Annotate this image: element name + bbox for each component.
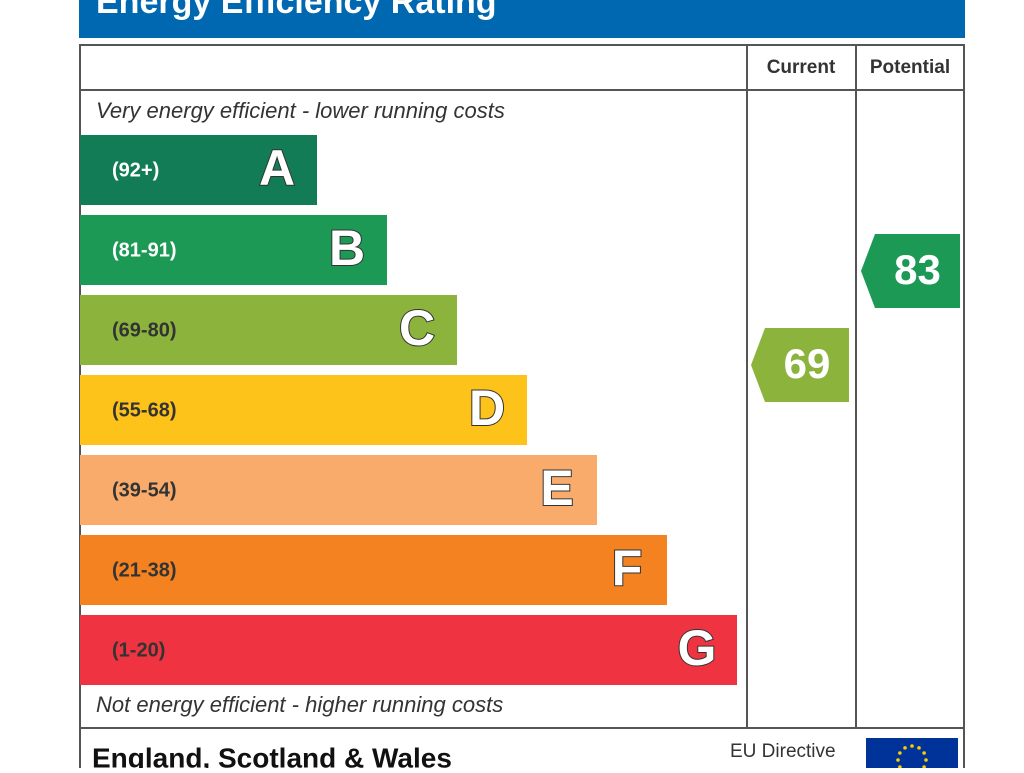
band-range: (55-68) — [112, 399, 176, 421]
band-range: (1-20) — [112, 639, 165, 661]
eu-flag — [866, 738, 958, 773]
band-range: (69-80) — [112, 319, 176, 341]
band-letter: F — [612, 540, 643, 596]
region: England, Scotland & Wales — [92, 742, 452, 768]
eu-star — [917, 746, 921, 750]
eu-star — [903, 746, 907, 750]
band-bar — [80, 375, 527, 445]
band-bar — [80, 135, 317, 205]
band-letter: G — [678, 620, 717, 676]
band-range: (21-38) — [112, 559, 176, 581]
band-bar — [80, 215, 387, 285]
band-range: (39-54) — [112, 479, 176, 501]
band-letter: D — [469, 380, 505, 436]
eu-star — [896, 758, 900, 762]
current-value: 69 — [784, 340, 831, 387]
current-header: Current — [767, 57, 836, 78]
band-letter: C — [399, 300, 435, 356]
top-note: Very energy efficient - lower running co… — [96, 98, 505, 123]
title: Energy Efficiency Rating — [96, 0, 497, 21]
potential-header: Potential — [870, 57, 950, 78]
band-letter: E — [540, 460, 573, 516]
band-letter: A — [259, 140, 295, 196]
band-bar — [80, 455, 597, 525]
eu-star — [924, 758, 928, 762]
potential-value: 83 — [894, 246, 941, 293]
band-range: (92+) — [112, 159, 159, 181]
title-bar — [79, 0, 965, 38]
band-range: (81-91) — [112, 239, 176, 261]
bottom-note: Not energy efficient - higher running co… — [96, 692, 503, 717]
current-arrow — [751, 328, 849, 402]
potential-arrow — [861, 234, 960, 308]
directive: EU Directive — [730, 741, 836, 762]
eu-star — [898, 751, 902, 755]
band-bar — [80, 535, 667, 605]
band-bar — [80, 295, 457, 365]
band-letter: B — [329, 220, 365, 276]
eu-star — [910, 744, 914, 748]
band-bar — [80, 615, 737, 685]
eu-star — [922, 751, 926, 755]
